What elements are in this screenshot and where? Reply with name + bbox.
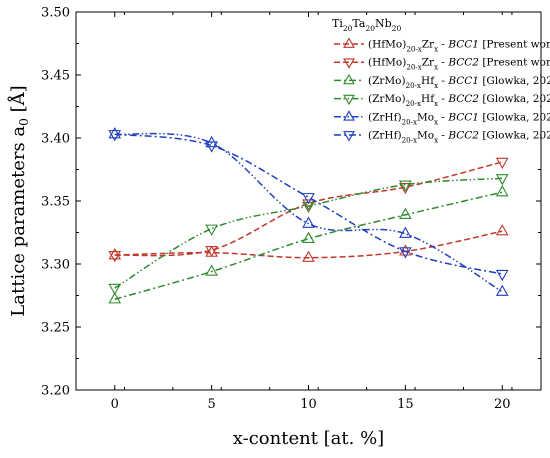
series-line	[114, 133, 503, 275]
data-point	[205, 264, 218, 276]
data-point	[495, 224, 509, 236]
x-tick-label: 0	[111, 397, 119, 412]
legend-item: (ZrHf)20-xMox - BCC2 [Glowka, 2022]	[334, 130, 550, 145]
legend-marker	[343, 73, 355, 85]
data-point	[495, 284, 509, 296]
legend-label: (ZrMo)20-xHfx - BCC1 [Glowka, 2023]	[368, 75, 550, 90]
y-axis-title: Lattice parameters a0 [Å]	[7, 85, 31, 316]
data-point	[495, 157, 509, 170]
y-axis: 3.20 3.25 3.30 3.35 3.40 3.45 3.50	[41, 6, 541, 399]
legend-item: (ZrMo)20-xHfx - BCC2 [Glowka, 2023]	[334, 93, 550, 108]
y-tick-label: 3.45	[41, 69, 70, 84]
data-point	[495, 174, 509, 186]
data-point	[399, 180, 412, 192]
data-point	[108, 292, 122, 304]
legend-item: (HfMo)20-xZrx - BCC1 [Present work]	[334, 37, 550, 54]
series-line	[114, 161, 503, 257]
y-tick-label: 3.25	[41, 321, 70, 336]
y-tick-label: 3.40	[41, 132, 70, 147]
legend-label: (ZrHf)20-xMox - BCC1 [Glowka, 2022]	[368, 111, 550, 126]
legend-item: (ZrHf)20-xMox - BCC1 [Glowka, 2022]	[334, 110, 550, 126]
legend-marker	[343, 94, 355, 106]
data-point	[399, 207, 412, 220]
data-point	[205, 224, 218, 236]
legend-label: (HfMo)20-xZrx - BCC1 [Present work]	[368, 39, 550, 54]
data-point	[108, 283, 122, 296]
y-tick-label: 3.30	[41, 258, 70, 273]
data-point	[302, 250, 315, 262]
legend-label: (ZrHf)20-xMox - BCC2 [Glowka, 2022]	[368, 130, 550, 145]
x-tick-label: 10	[300, 397, 317, 412]
data-point	[302, 193, 315, 205]
legend-marker	[343, 110, 355, 121]
legend-marker	[343, 58, 355, 69]
series-group	[108, 127, 509, 304]
series-line	[114, 191, 503, 301]
x-axis: 0 5 10 15 20	[75, 12, 513, 412]
series-6	[108, 130, 509, 282]
legend-marker	[343, 131, 355, 142]
x-axis-title: x-content [at. %]	[233, 428, 384, 449]
x-tick-label: 5	[207, 397, 215, 412]
legend: Ti20Ta20Nb20 (HfMo)20-xZrx - BCC1 [Presen…	[330, 15, 550, 147]
data-point	[205, 245, 218, 258]
legend-marker	[343, 37, 355, 48]
y-tick-label: 3.50	[41, 6, 70, 21]
data-point	[108, 127, 122, 139]
data-point	[108, 130, 122, 142]
data-point	[302, 231, 315, 243]
legend-label: (ZrMo)20-xHfx - BCC2 [Glowka, 2023]	[368, 93, 550, 108]
data-point	[205, 141, 218, 153]
x-tick-label: 20	[494, 397, 511, 412]
data-point	[399, 247, 412, 259]
legend-label: (HfMo)20-xZrx - BCC2 [Present work]	[368, 57, 550, 72]
y-tick-label: 3.35	[41, 195, 70, 210]
series-line	[114, 177, 503, 289]
series-3	[108, 185, 509, 304]
data-point	[399, 226, 412, 238]
data-point	[495, 185, 509, 197]
data-point	[108, 248, 122, 260]
series-line	[114, 230, 503, 259]
legend-box	[330, 15, 540, 147]
data-point	[108, 251, 122, 263]
data-point	[302, 216, 315, 228]
data-point	[495, 269, 509, 282]
data-point	[399, 182, 412, 195]
legend-title: Ti20Ta20Nb20	[332, 17, 401, 33]
y-tick-label: 3.20	[41, 384, 70, 399]
series-5	[108, 127, 509, 296]
legend-item: (HfMo)20-xZrx - BCC2 [Present work]	[334, 57, 550, 72]
series-line	[114, 132, 503, 293]
x-tick-label: 15	[397, 397, 414, 412]
legend-item: (ZrMo)20-xHfx - BCC1 [Glowka, 2023]	[334, 73, 550, 90]
